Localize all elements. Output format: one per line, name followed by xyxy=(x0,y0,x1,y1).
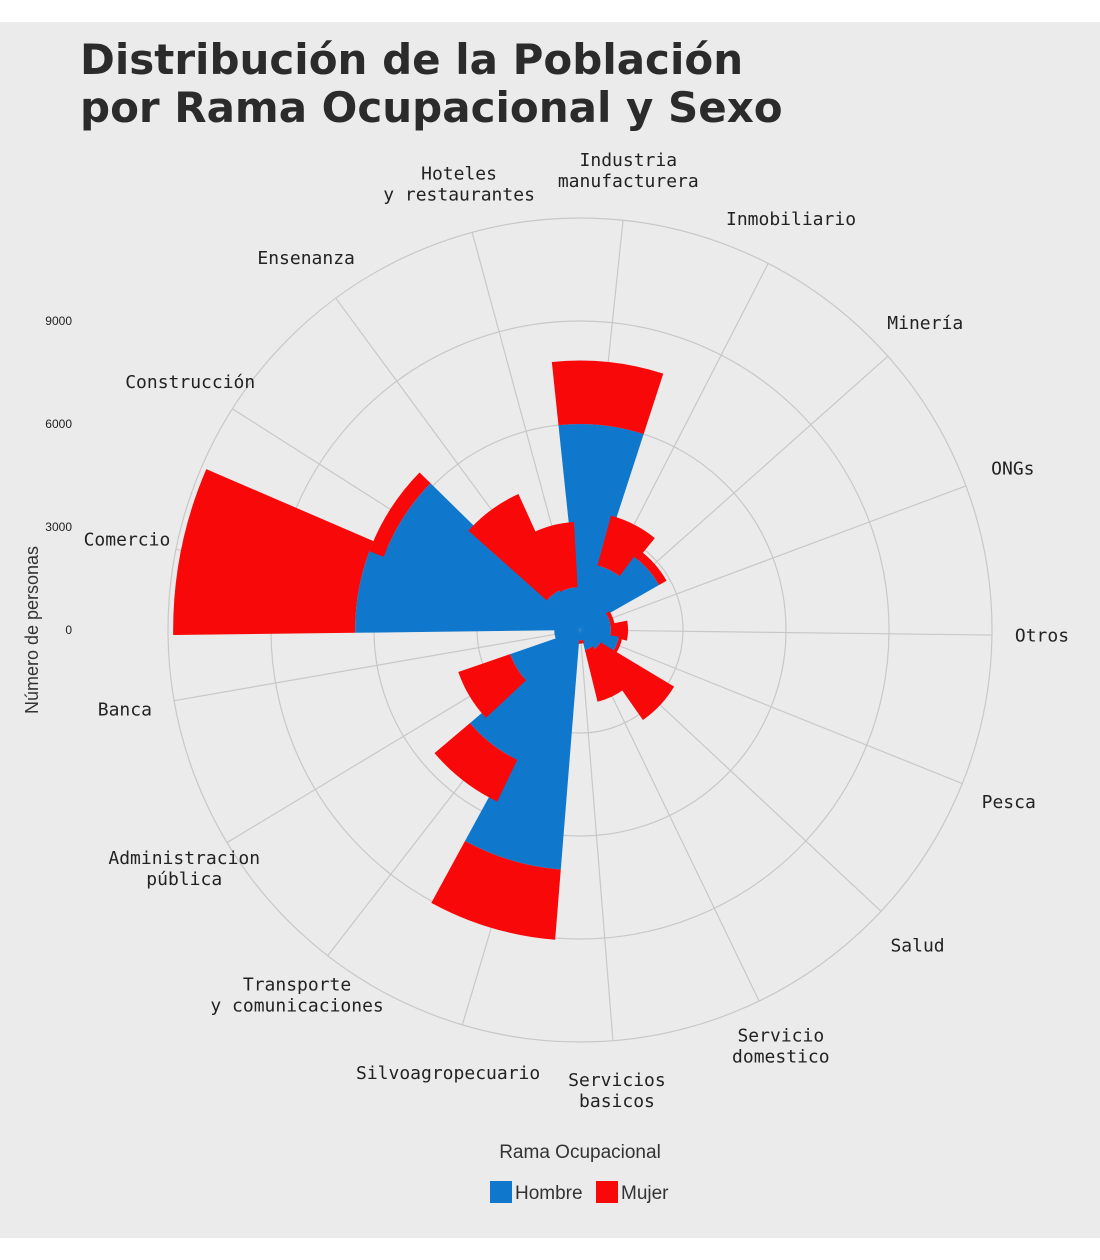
radial-tick-label: 9000 xyxy=(45,314,72,328)
category-labels: Industria manufacturera Inmobiliario Minerí… xyxy=(84,150,1069,1112)
legend-title: Rama Ocupacional xyxy=(499,1142,661,1163)
legend-swatch-hombre xyxy=(490,1181,512,1203)
bar-mujer xyxy=(458,654,527,718)
chart-title: Distribución de la Población por Rama Oc… xyxy=(80,36,783,132)
bar-hombre xyxy=(546,589,580,630)
category-label: Salud xyxy=(890,935,944,956)
radial-tick-label: 6000 xyxy=(45,417,72,431)
category-label: Inmobiliario xyxy=(726,209,856,230)
bar-mujer xyxy=(578,639,584,644)
bar-mujer xyxy=(584,646,626,702)
category-label: Transporte y comunicaciones xyxy=(210,975,383,1017)
bar-mujer xyxy=(530,522,578,592)
bar-mujer xyxy=(173,469,374,636)
bar-mujer xyxy=(610,620,629,641)
bar-mujer xyxy=(593,642,675,721)
category-label: Otros xyxy=(1015,626,1069,647)
bar-hombre xyxy=(580,556,660,630)
bar-hombre xyxy=(558,424,644,630)
legend-swatch-mujer xyxy=(596,1181,618,1203)
grid-spoke xyxy=(174,629,581,702)
category-label: Banca xyxy=(98,699,152,720)
legend: Rama Ocupacional Hombre Mujer xyxy=(490,1142,669,1204)
bar-hombre xyxy=(469,630,580,760)
category-label: Administracion pública xyxy=(108,848,260,890)
category-label: Industria manufacturera xyxy=(558,150,699,192)
grid-spoke xyxy=(579,629,963,785)
chart-title-line-1: Distribución de la Población xyxy=(80,35,744,84)
radial-tick-label: 0 xyxy=(65,623,72,637)
bar-hombre xyxy=(580,565,623,630)
bar-mujer xyxy=(434,723,518,802)
radial-tick-label: 3000 xyxy=(45,520,72,534)
category-label: Pesca xyxy=(982,792,1036,813)
category-label: Comercio xyxy=(84,530,171,551)
bar-hombre xyxy=(580,630,593,651)
bar-mujer xyxy=(612,636,623,654)
bar-mujer xyxy=(551,360,664,435)
bar-hombre xyxy=(560,587,580,630)
category-label: Hoteles y restaurantes xyxy=(383,164,535,206)
category-label: Silvoagropecuario xyxy=(356,1063,540,1084)
category-label: Construcción xyxy=(125,372,255,393)
bar-hombre xyxy=(383,483,580,630)
legend-label-hombre: Hombre xyxy=(515,1183,583,1204)
bar-hombre xyxy=(510,630,580,681)
bar-hombre xyxy=(580,630,601,650)
category-label: Servicios basicos xyxy=(568,1070,666,1112)
bar-hombre xyxy=(580,623,611,637)
category-label: Minería xyxy=(887,313,963,334)
bar-mujer xyxy=(468,493,562,601)
bar-hombre xyxy=(464,630,580,870)
category-label: ONGs xyxy=(991,458,1034,479)
radial-axis-title: Número de personas xyxy=(22,546,42,714)
category-label: Ensenanza xyxy=(257,248,355,269)
grid-spoke xyxy=(579,629,614,1041)
bar-mujer xyxy=(369,472,431,557)
bar-hombre xyxy=(554,629,580,640)
bar-hombre xyxy=(580,630,619,653)
bar-mujer xyxy=(606,611,615,626)
grid-circle xyxy=(167,217,993,1043)
radial-tick-labels: 0 3000 6000 9000 xyxy=(45,314,72,637)
grid-spoke xyxy=(579,485,967,631)
bar-mujer xyxy=(633,549,667,585)
grid-spoke xyxy=(579,629,992,636)
chart-title-line-2: por Rama Ocupacional y Sexo xyxy=(80,83,783,132)
bar-mujer xyxy=(431,841,561,940)
legend-label-mujer: Mujer xyxy=(621,1183,669,1204)
bar-mujer xyxy=(597,515,655,579)
category-label: Servicio domestico xyxy=(732,1026,830,1068)
bars xyxy=(173,360,675,940)
